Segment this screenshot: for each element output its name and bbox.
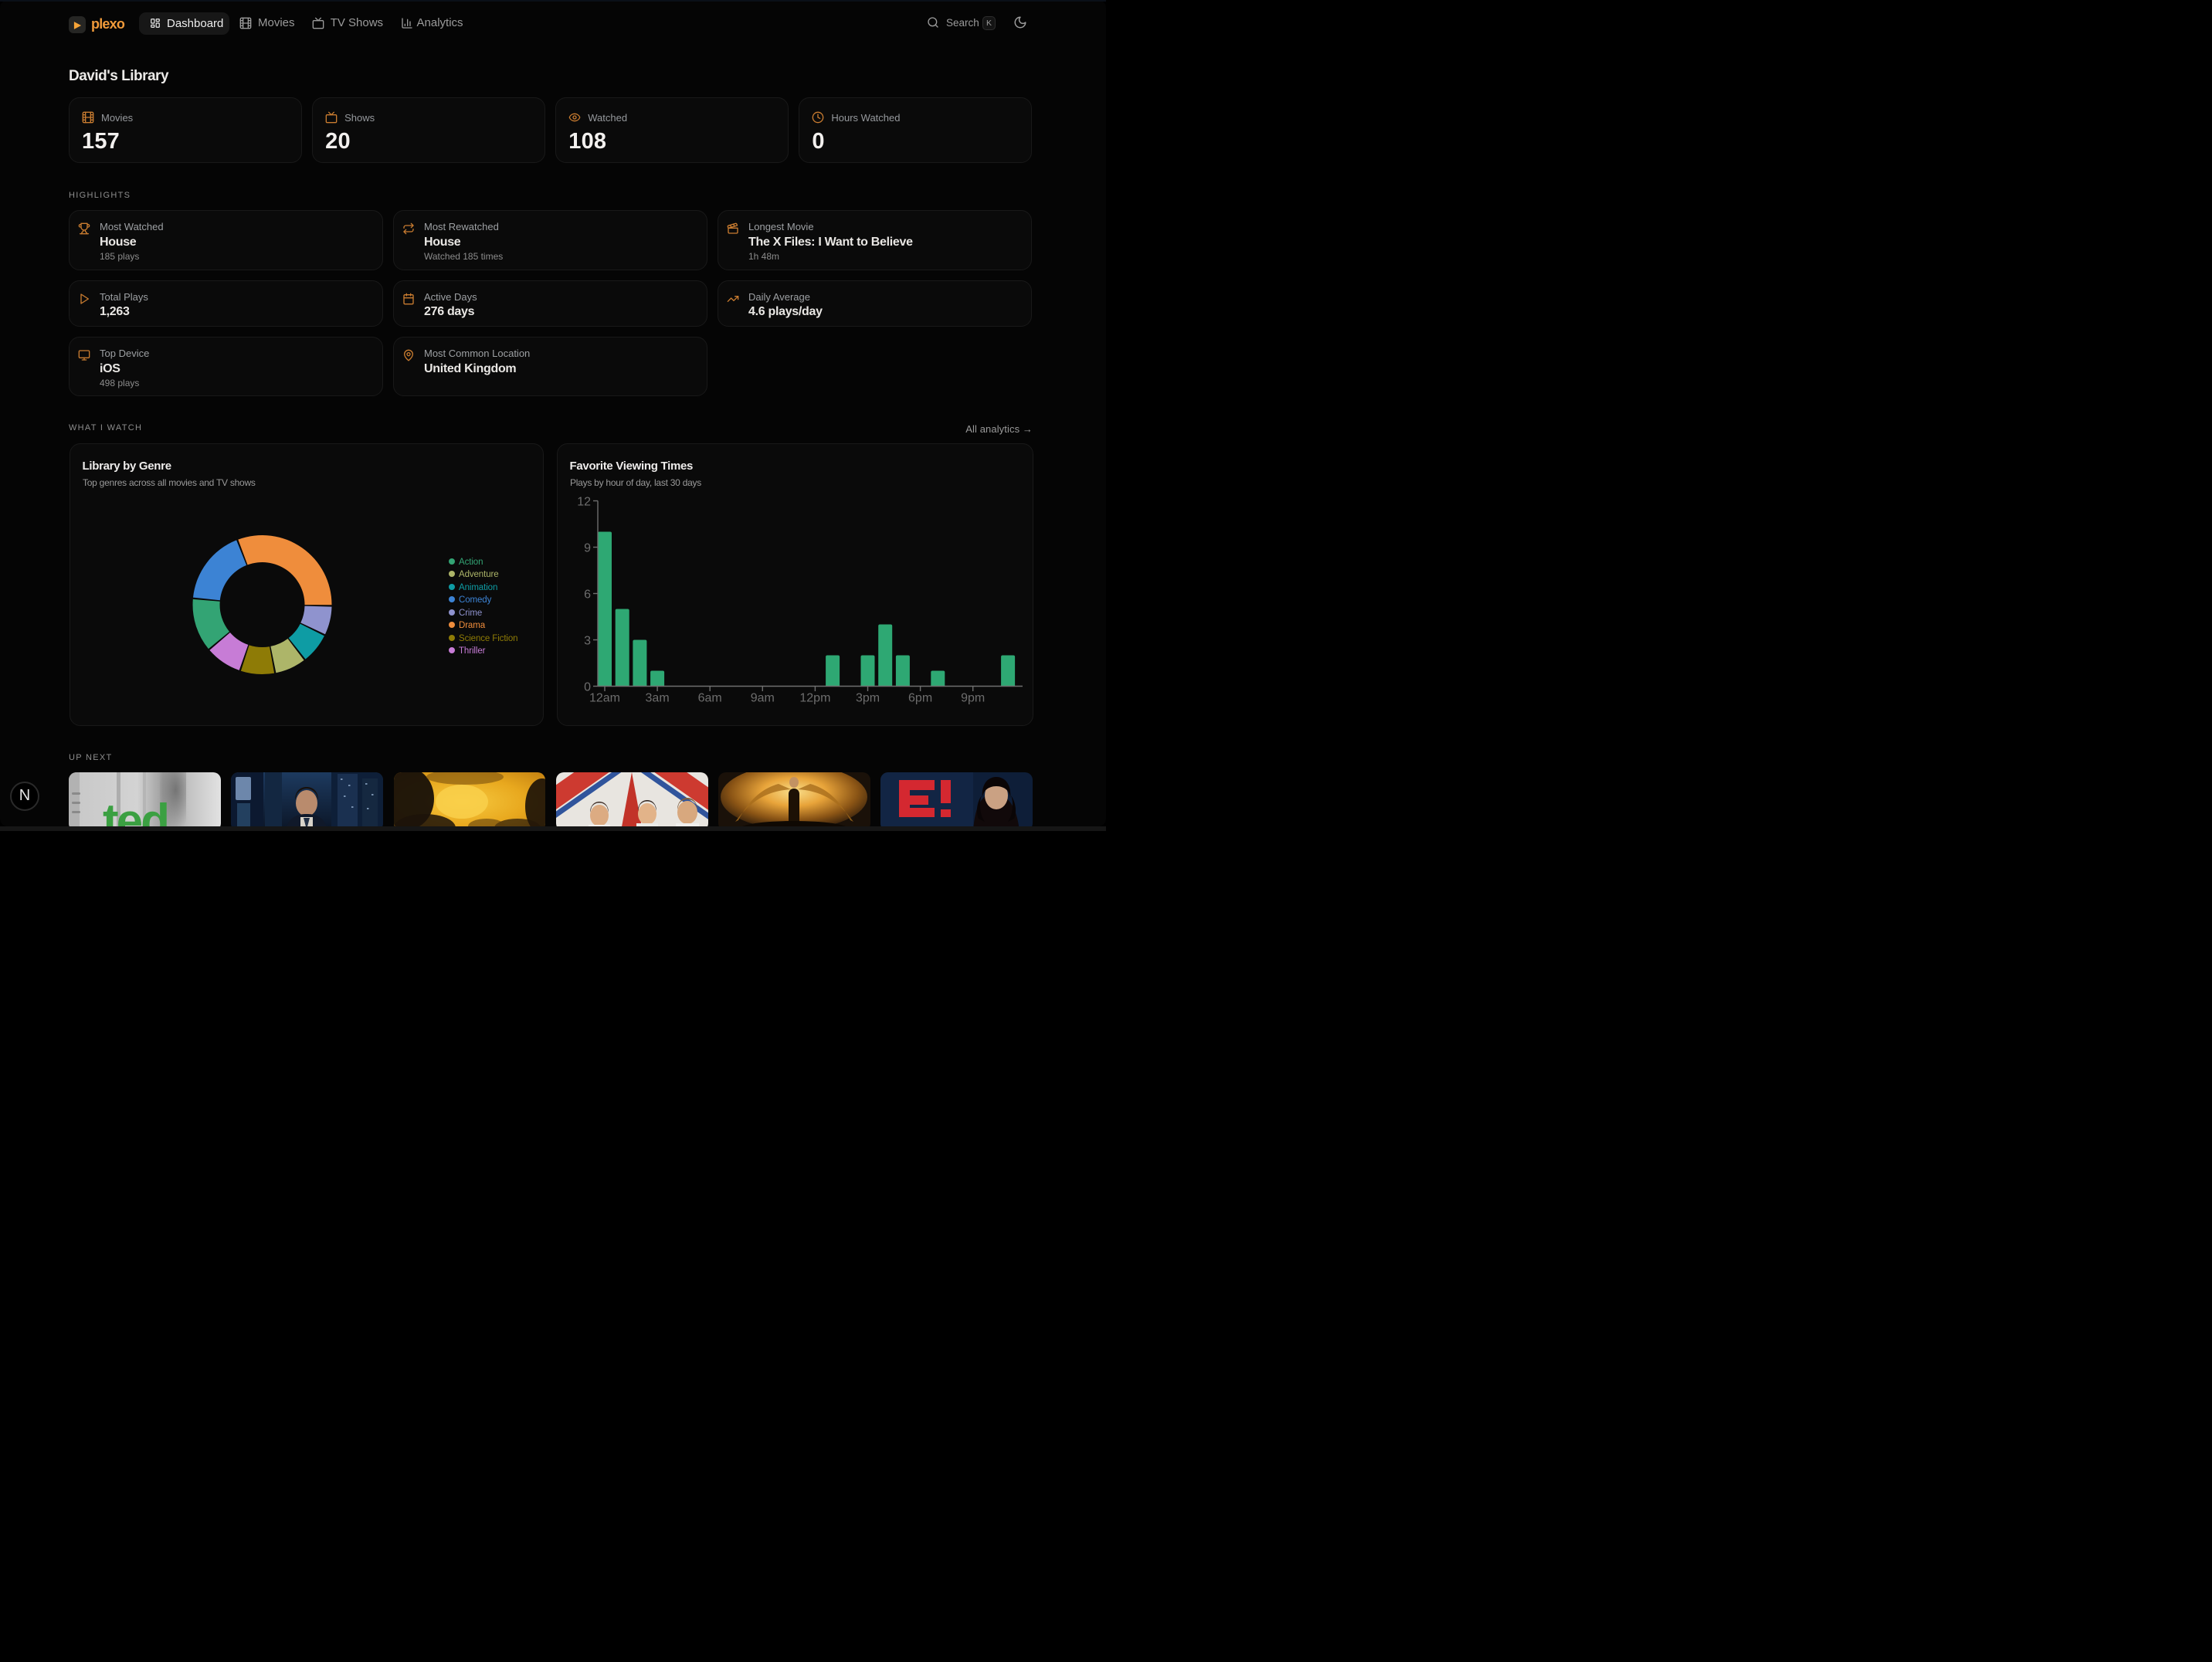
svg-text:12pm: 12pm (799, 691, 830, 704)
svg-text:12: 12 (577, 496, 591, 509)
svg-text:3pm: 3pm (855, 691, 879, 704)
svg-text:3: 3 (584, 635, 591, 648)
svg-text:6pm: 6pm (908, 691, 932, 704)
svg-text:9pm: 9pm (961, 691, 985, 704)
svg-text:ted: ted (103, 795, 168, 826)
svg-text:6: 6 (584, 588, 591, 602)
svg-text:6am: 6am (697, 691, 721, 704)
svg-text:3am: 3am (645, 691, 669, 704)
svg-text:9: 9 (584, 542, 591, 555)
svg-text:0: 0 (584, 681, 591, 694)
svg-text:9am: 9am (750, 691, 774, 704)
svg-text:12am: 12am (589, 691, 619, 704)
